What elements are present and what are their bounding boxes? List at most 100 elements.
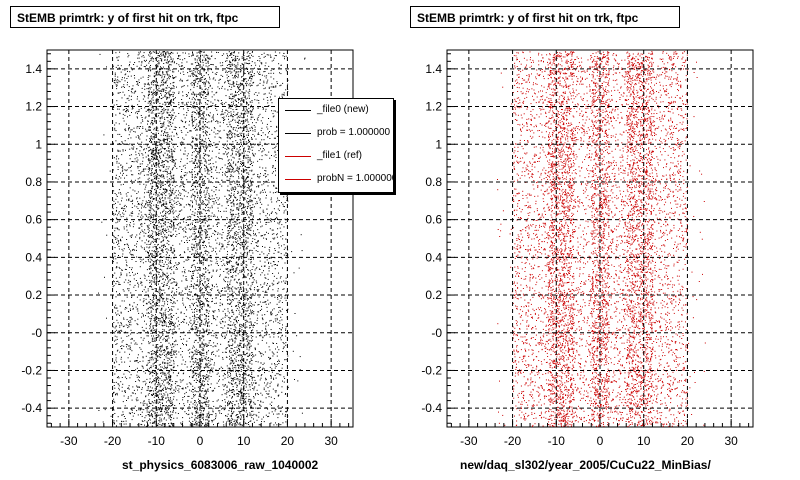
left-scatter-point [258, 311, 260, 313]
left-scatter-point [199, 111, 200, 113]
left-scatter-point [212, 316, 214, 318]
left-scatter-point [197, 81, 199, 83]
left-scatter-point [147, 288, 149, 290]
left-scatter-point [243, 418, 245, 420]
left-scatter-point [240, 113, 242, 115]
left-scatter-point [172, 244, 174, 246]
left-scatter-point [182, 342, 183, 344]
left-scatter-point [207, 131, 208, 133]
left-scatter-point [161, 229, 163, 231]
left-scatter-point [199, 404, 201, 406]
left-scatter-point [241, 103, 243, 105]
left-scatter-point [157, 112, 159, 114]
left-scatter-point [239, 407, 241, 409]
left-scatter-point [273, 252, 275, 254]
left-scatter-point [144, 372, 146, 374]
left-scatter-point [160, 289, 162, 291]
left-scatter-point [281, 335, 283, 337]
left-scatter-point [127, 357, 129, 359]
left-scatter-point [163, 134, 165, 136]
left-scatter-point [198, 51, 200, 53]
left-scatter-point [163, 289, 165, 291]
left-scatter-point [158, 90, 160, 92]
left-scatter-point [159, 149, 161, 151]
left-scatter-point [241, 237, 243, 238]
left-scatter-point [186, 80, 188, 82]
left-scatter-point [212, 64, 214, 66]
left-scatter-point [242, 290, 244, 292]
left-scatter-point [115, 52, 117, 54]
left-scatter-point [234, 76, 236, 78]
left-scatter-point [180, 312, 182, 314]
left-scatter-point [246, 246, 248, 248]
left-scatter-point [183, 206, 185, 208]
left-scatter-point [133, 248, 135, 250]
left-scatter-point [266, 310, 268, 312]
left-scatter-point [193, 68, 194, 70]
left-scatter-point [182, 184, 184, 186]
left-scatter-point [241, 337, 243, 339]
left-scatter-point [251, 269, 253, 270]
left-scatter-point [284, 206, 285, 208]
left-scatter-point [145, 207, 147, 209]
left-scatter-point [274, 192, 276, 193]
left-scatter-point [134, 343, 136, 345]
left-scatter-point [192, 364, 194, 365]
left-scatter-point [244, 209, 246, 211]
left-scatter-point [156, 321, 158, 322]
left-scatter-point [285, 55, 287, 57]
left-scatter-point [170, 392, 172, 394]
left-scatter-point [149, 51, 151, 53]
left-scatter-point [138, 166, 140, 168]
left-scatter-point [249, 384, 251, 386]
left-scatter-point [207, 168, 209, 170]
left-scatter-point [273, 308, 275, 310]
left-scatter-point [218, 152, 220, 154]
left-scatter-point [260, 221, 261, 223]
left-scatter-point [195, 241, 197, 243]
left-scatter-point [239, 89, 241, 91]
left-scatter-point [136, 243, 138, 245]
left-scatter-point [251, 250, 253, 252]
left-scatter-point [251, 377, 253, 379]
left-scatter-point [137, 166, 139, 168]
left-scatter-point [173, 257, 175, 259]
left-scatter-point [236, 142, 238, 143]
left-scatter-point [240, 205, 242, 207]
left-scatter-point [209, 360, 211, 362]
left-scatter-point [176, 197, 178, 199]
left-scatter-point [149, 268, 151, 270]
left-scatter-point [193, 105, 195, 107]
left-scatter-point [131, 412, 133, 414]
left-scatter-point [202, 353, 204, 354]
left-scatter-point [276, 111, 278, 113]
left-scatter-point [154, 149, 156, 151]
left-scatter-point [167, 276, 168, 277]
left-scatter-point [239, 412, 241, 414]
left-scatter-point [127, 370, 129, 372]
left-scatter-point [257, 116, 259, 118]
left-scatter-point [136, 111, 138, 113]
left-scatter-point [146, 335, 148, 337]
left-scatter-point [235, 262, 237, 264]
left-scatter-point [260, 400, 262, 402]
left-scatter-point [240, 116, 242, 118]
left-scatter-point [139, 266, 141, 268]
left-scatter-point [152, 395, 153, 396]
left-scatter-point [160, 369, 162, 371]
left-scatter-point [194, 191, 196, 193]
left-scatter-point [249, 301, 251, 303]
left-scatter-point [155, 58, 156, 60]
left-scatter-point [226, 53, 228, 55]
left-scatter-point [252, 174, 254, 176]
left-scatter-point [155, 152, 157, 154]
left-scatter-point [152, 92, 154, 94]
left-scatter-point [196, 246, 198, 248]
left-scatter-point [152, 281, 154, 283]
left-scatter-point [148, 414, 150, 415]
left-scatter-point [227, 110, 229, 112]
left-scatter-point [124, 129, 126, 131]
left-scatter-point [166, 410, 168, 412]
left-scatter-point [232, 221, 234, 223]
left-scatter-point [268, 92, 270, 94]
